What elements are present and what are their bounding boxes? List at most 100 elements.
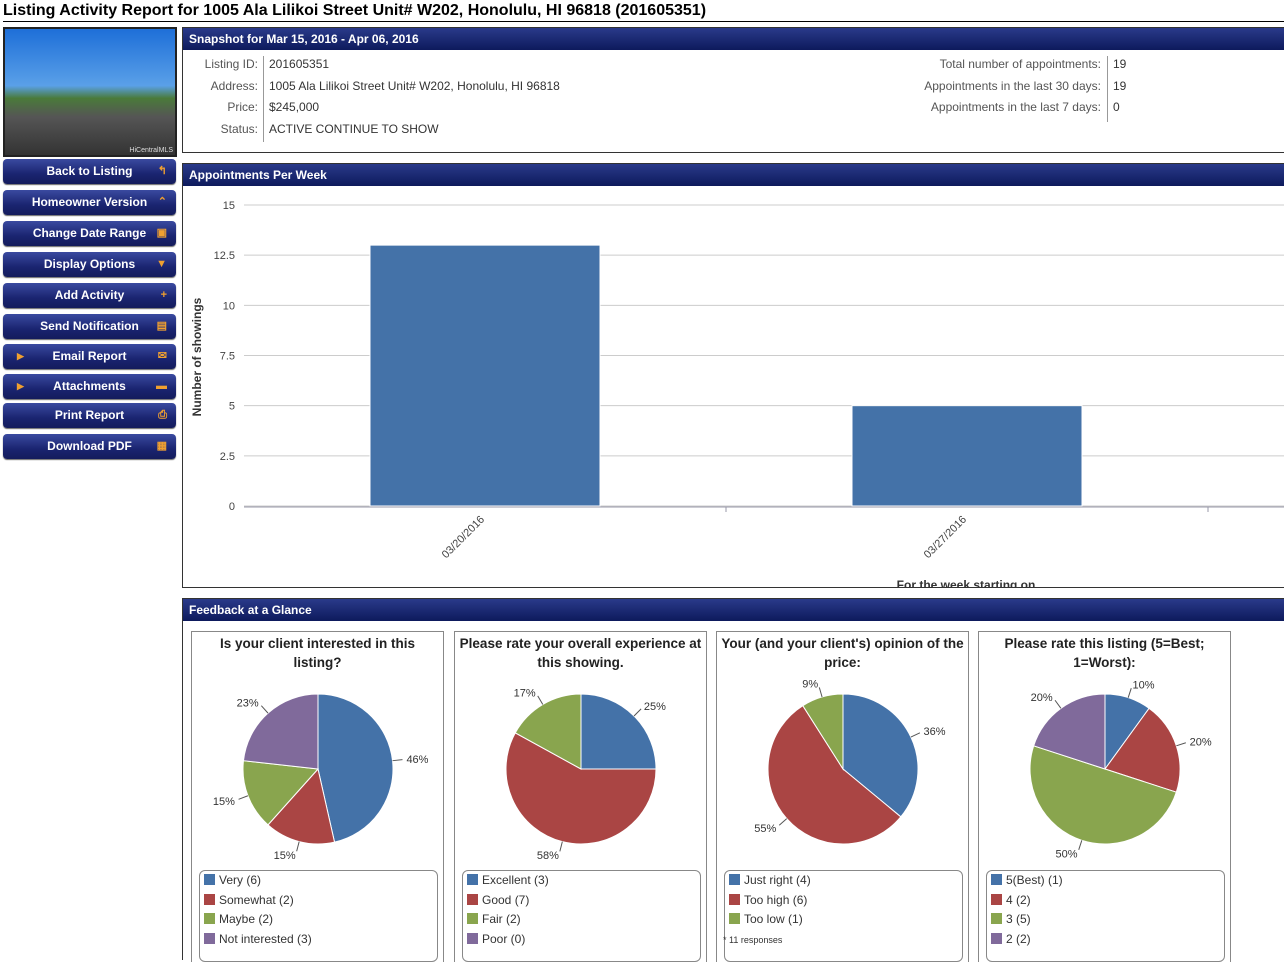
- legend-item[interactable]: Too high (6): [725, 891, 962, 911]
- pie-slice[interactable]: [514, 693, 582, 770]
- sidebar-button-attachments[interactable]: ▶ Attachments ▬: [3, 374, 176, 399]
- pie-slice[interactable]: [1033, 693, 1106, 770]
- stat-label: Total number of appointments:: [939, 57, 1101, 71]
- sidebar-button-email-report[interactable]: ▶ Email Report ✉: [3, 344, 176, 369]
- pie-chart: 25% 58% 17%: [505, 687, 666, 862]
- legend-swatch: [467, 932, 478, 944]
- snapshot-label: Address:: [210, 78, 258, 93]
- stat-value: 0: [1113, 100, 1120, 114]
- pie-slice[interactable]: [1029, 745, 1177, 845]
- button-label: Add Activity: [54, 288, 125, 302]
- label-connector: [238, 795, 249, 800]
- label-connector: [778, 818, 788, 826]
- legend-label: Not interested (3): [219, 931, 312, 946]
- pie-slice[interactable]: [505, 732, 657, 845]
- legend-swatch: [991, 874, 1002, 885]
- legend-swatch: [991, 913, 1002, 924]
- legend-item[interactable]: Just right (4): [725, 871, 962, 891]
- pie-percent-label: 20%: [1031, 692, 1053, 704]
- legend-swatch: [204, 913, 215, 924]
- legend-item[interactable]: Good (7): [463, 891, 700, 911]
- label-connector: [260, 705, 269, 714]
- legend-item[interactable]: Fair (2): [463, 910, 700, 930]
- appointments-bar-chart: 0 2.5 5 7.5 10 12.5 15 03/20/2016 03/27/2016 Numb…: [190, 200, 1284, 587]
- sidebar-button-send-notification[interactable]: Send Notification ▤: [3, 314, 176, 339]
- page-title: Listing Activity Report for 1005 Ala Lil…: [3, 2, 1284, 22]
- legend-item[interactable]: Maybe (2): [200, 910, 437, 930]
- question-title: Your (and your client's) opinion of the …: [721, 636, 964, 670]
- divider: [263, 56, 264, 142]
- legend-label: Excellent (3): [482, 873, 549, 887]
- pie-percent-label: 55%: [754, 823, 776, 835]
- expand-arrow-icon: ▶: [17, 351, 24, 361]
- legend-item[interactable]: 3 (5): [987, 910, 1224, 930]
- pie-slice[interactable]: [317, 693, 394, 843]
- x-axis-title: For the week starting on: [897, 578, 1036, 587]
- feedback-card: Is your client interested in this listin…: [191, 631, 444, 962]
- label-connector: [1127, 688, 1132, 698]
- legend-swatch: [204, 893, 215, 905]
- snapshot-value: $245,000: [269, 100, 320, 114]
- bar-03/27/2016[interactable]: [851, 405, 1083, 507]
- button-label: Attachments: [53, 379, 126, 393]
- legend-swatch: [991, 893, 1002, 905]
- stat-label: Appointments in the last 7 days:: [930, 100, 1101, 114]
- pie-slice[interactable]: [580, 693, 657, 770]
- legend-label: Very (6): [219, 873, 262, 887]
- plus-icon: +: [160, 289, 167, 301]
- legend-label: Just right (4): [744, 873, 811, 887]
- label-connector: [559, 841, 563, 852]
- sidebar-button-back-to-listing[interactable]: Back to Listing ↰: [3, 159, 176, 184]
- snapshot-value: ACTIVE CONTINUE TO SHOW: [269, 121, 439, 136]
- pie-percent-label: 17%: [514, 687, 536, 699]
- label-connector: [818, 687, 823, 698]
- envelope-icon: ✉: [157, 350, 167, 362]
- pie-slice[interactable]: [802, 693, 844, 771]
- legend-item[interactable]: Poor (0): [463, 930, 700, 950]
- legend-item[interactable]: 4 (2): [987, 891, 1224, 911]
- sidebar-button-download-pdf[interactable]: Download PDF ▦: [3, 434, 176, 459]
- appointments-header: Appointments Per Week: [183, 164, 1284, 186]
- message-icon: ▤: [156, 320, 167, 332]
- legend-item[interactable]: 2 (2): [987, 930, 1224, 950]
- pie-slice[interactable]: [1104, 707, 1181, 793]
- feedback-card: Please rate your overall experience at t…: [454, 631, 707, 962]
- pie-percent-label: 20%: [1190, 736, 1212, 748]
- legend-label: 2 (2): [1006, 931, 1031, 946]
- calendar-icon: ▣: [156, 227, 167, 239]
- legend-label: Good (7): [482, 892, 530, 907]
- pie-slice[interactable]: [267, 767, 336, 845]
- sidebar-button-display-options[interactable]: Display Options ▼: [3, 252, 176, 277]
- legend-item[interactable]: Excellent (3): [463, 871, 700, 891]
- button-label: Send Notification: [40, 319, 139, 333]
- legend-label: Fair (2): [482, 912, 521, 926]
- snapshot-value: 1005 Ala Lilikoi Street Unit# W202, Hono…: [269, 78, 560, 93]
- legend-item[interactable]: Not interested (3): [200, 930, 437, 950]
- legend-item[interactable]: 5(Best) (1): [987, 871, 1224, 891]
- legend-item[interactable]: Very (6): [200, 871, 437, 891]
- legend-item[interactable]: Somewhat (2): [200, 891, 437, 911]
- y-tick-label: 15: [223, 200, 235, 212]
- pie-percent-label: 23%: [237, 698, 259, 710]
- pie-slice[interactable]: [842, 693, 919, 818]
- snapshot-label: Listing ID:: [204, 57, 258, 71]
- listing-photo: HiCentralMLS: [3, 27, 177, 157]
- bar-03/20/2016[interactable]: [369, 244, 601, 507]
- sidebar-button-homeowner-version[interactable]: Homeowner Version ⌃: [3, 190, 176, 215]
- sidebar-button-add-activity[interactable]: Add Activity +: [3, 283, 176, 308]
- pie-chart: 10% 20% 50% 20%: [1029, 679, 1212, 861]
- question-title: Please rate this listing (5=Best; 1=Wors…: [1004, 636, 1205, 670]
- button-label: Print Report: [54, 408, 125, 422]
- chevron-up-icon: ⌃: [157, 196, 167, 208]
- pie-legend: Just right (4) Too high (6) Too low (1): [724, 870, 963, 962]
- pie-slice[interactable]: [242, 693, 319, 770]
- sidebar-button-change-date-range[interactable]: Change Date Range ▣: [3, 221, 176, 246]
- pie-chart: 46% 15% 15% 23%: [213, 693, 429, 862]
- legend-item[interactable]: Too low (1): [725, 910, 962, 930]
- snapshot-header: Snapshot for Mar 15, 2016 - Apr 06, 2016: [183, 28, 1284, 50]
- legend-swatch: [467, 913, 478, 924]
- pie-percent-label: 50%: [1055, 849, 1077, 861]
- sidebar-button-print-report[interactable]: Print Report ⎙: [3, 403, 176, 428]
- appointments-panel: Appointments Per Week 0 2.5 5 7.5 10 12.5 15 03…: [182, 163, 1284, 588]
- legend-label: 5(Best) (1): [1006, 873, 1063, 887]
